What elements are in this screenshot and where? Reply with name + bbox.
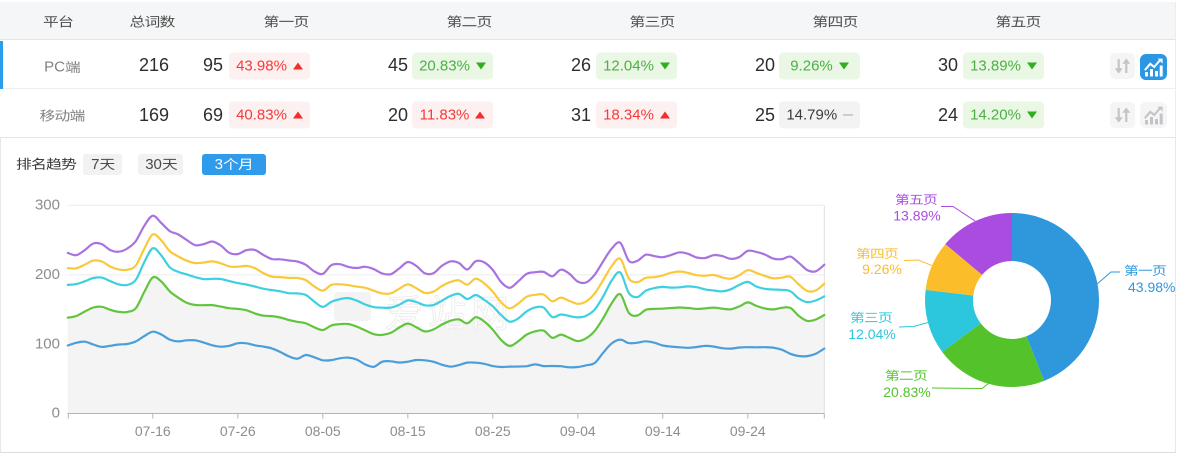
- svg-text:30: 30: [145, 156, 162, 173]
- svg-text:PC: PC: [44, 59, 65, 76]
- svg-text:09-14: 09-14: [645, 423, 681, 439]
- svg-text:08-15: 08-15: [390, 423, 426, 439]
- svg-text:07-16: 07-16: [135, 423, 171, 439]
- svg-text:3: 3: [215, 156, 223, 173]
- svg-text:07-26: 07-26: [220, 423, 256, 439]
- svg-text:08-05: 08-05: [305, 423, 341, 439]
- svg-text:200: 200: [35, 266, 60, 283]
- svg-text:7: 7: [91, 156, 99, 173]
- svg-text:43.98%: 43.98%: [1128, 279, 1175, 295]
- svg-text:20.83%: 20.83%: [883, 384, 930, 400]
- svg-text:9.26%: 9.26%: [862, 261, 902, 277]
- svg-text:0: 0: [52, 405, 60, 422]
- svg-text:100: 100: [35, 336, 60, 353]
- svg-text:09-04: 09-04: [560, 423, 596, 439]
- svg-text:09-24: 09-24: [730, 423, 766, 439]
- svg-text:12.04%: 12.04%: [848, 326, 895, 342]
- svg-text:08-25: 08-25: [475, 423, 511, 439]
- svg-text:13.89%: 13.89%: [893, 208, 940, 224]
- svg-text:300: 300: [35, 197, 60, 214]
